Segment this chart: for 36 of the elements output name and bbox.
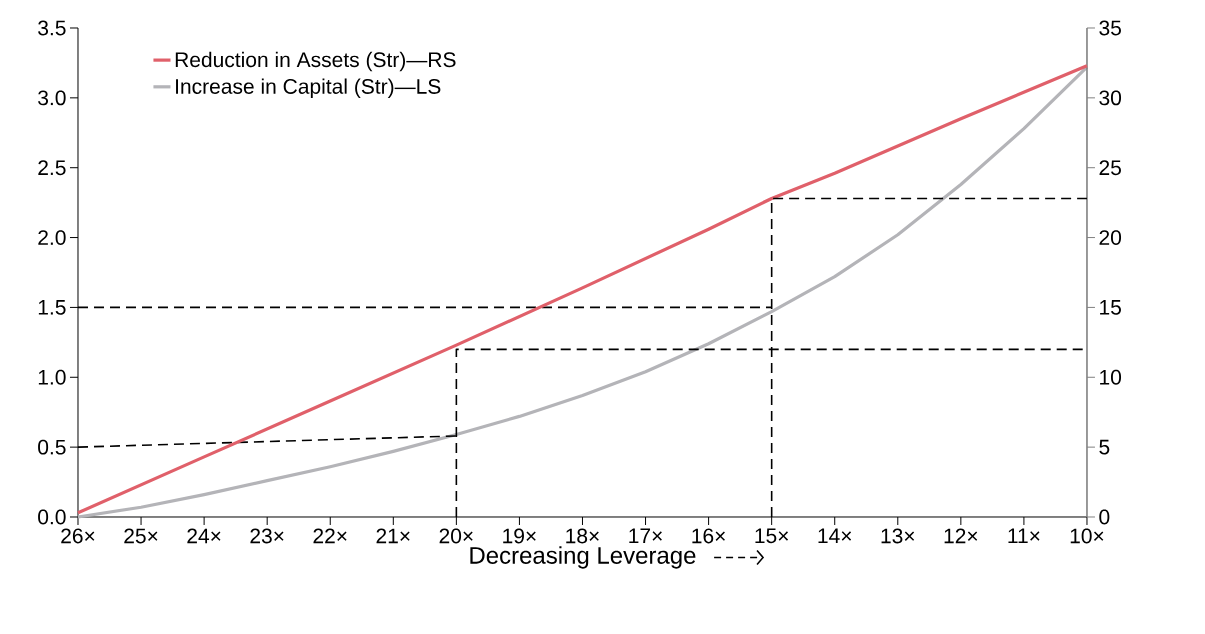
x-tick-label: 11×	[1008, 528, 1040, 543]
x-tick-label: 10×	[1070, 528, 1104, 544]
x-tick-label: 25×	[124, 528, 158, 544]
x-tick-label: 21×	[376, 528, 410, 544]
x-tick-label: 23×	[250, 528, 284, 544]
x-tick-label: 26×	[61, 528, 95, 544]
y-tick-label: 2.5	[38, 160, 66, 176]
y-tick-label: 1.0	[38, 369, 66, 385]
y2-tick-label: 10	[1100, 369, 1122, 385]
x-tick-label: 19×	[503, 528, 536, 544]
y2-tick-label: 35	[1099, 20, 1121, 36]
y-tick-label: 0.0	[38, 509, 66, 525]
x-tick-label: 20×	[439, 528, 473, 544]
x-tick-label: 13×	[881, 528, 915, 544]
y-tick-label: 3.5	[38, 20, 66, 36]
legend-label: Reduction in Assets (Str)—RS	[175, 51, 456, 72]
y2-tick-label: 25	[1099, 160, 1121, 176]
y2-tick-label: 0	[1099, 509, 1110, 525]
x-tick-label: 17×	[629, 528, 662, 543]
x-tick-label: 24×	[187, 528, 221, 544]
x-tick-label: 15×	[755, 528, 789, 544]
y-tick-label: 0.5	[38, 439, 66, 455]
y2-tick-label: 30	[1099, 90, 1122, 106]
x-tick-label: 16×	[692, 528, 725, 544]
y-tick-label: 1.5	[38, 300, 66, 315]
y2-tick-label: 5	[1099, 439, 1110, 455]
x-tick-label: 12×	[944, 528, 978, 544]
x-tick-label: 18×	[566, 528, 599, 544]
legend-label: Increase in Capital (Str)—LS	[176, 78, 441, 99]
x-axis-title: Decreasing Leverage	[470, 546, 696, 569]
y2-tick-label: 20	[1099, 230, 1122, 245]
y2-tick-label: 15	[1100, 300, 1121, 315]
x-tick-label: 22×	[313, 528, 347, 544]
x-tick-label: 14×	[818, 528, 852, 543]
y-tick-label: 3.0	[38, 90, 66, 106]
y-tick-label: 2.0	[38, 230, 66, 245]
